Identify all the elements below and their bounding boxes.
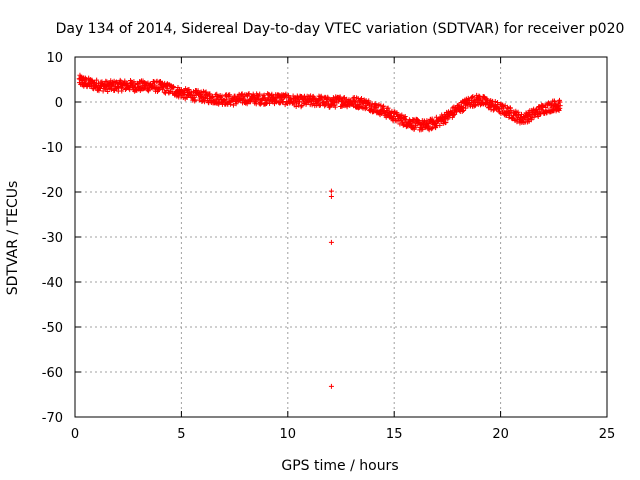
data-point: [403, 119, 409, 125]
data-point: [138, 79, 144, 85]
data-point: [449, 114, 455, 120]
data-point: [450, 112, 456, 118]
data-point: [528, 117, 534, 123]
data-point: [438, 118, 444, 124]
data-point: [227, 92, 233, 98]
data-point: [359, 96, 365, 102]
data-point: [257, 91, 263, 97]
data-point: [469, 94, 475, 100]
data-point: [239, 91, 245, 97]
data-point: [428, 126, 434, 132]
grid: [75, 57, 607, 417]
data-point: [273, 99, 279, 105]
data-point: [443, 120, 449, 126]
data-point: [544, 110, 550, 116]
outlier-point: [328, 188, 334, 194]
data-point: [381, 103, 387, 109]
y-tick-label: -70: [42, 411, 63, 426]
data-point: [223, 96, 229, 102]
data-points: [76, 72, 563, 389]
x-tick-label: 0: [71, 427, 79, 442]
data-point: [459, 108, 465, 114]
y-tick-label: -60: [42, 366, 63, 381]
y-tick-label: -50: [42, 321, 63, 336]
data-point: [115, 84, 121, 90]
data-point: [261, 92, 267, 98]
y-tick-label: -20: [42, 186, 63, 201]
data-point: [322, 102, 328, 108]
data-point: [322, 103, 328, 109]
data-point: [297, 99, 303, 105]
data-point: [192, 97, 198, 103]
x-axis-label: GPS time / hours: [281, 458, 398, 474]
data-point: [337, 94, 343, 100]
data-point: [524, 112, 530, 118]
outlier-point: [328, 383, 334, 389]
data-point: [105, 88, 111, 94]
data-point: [557, 103, 563, 109]
x-tick-label: 15: [386, 427, 403, 442]
data-point: [286, 93, 292, 99]
data-point: [492, 99, 498, 105]
data-point: [246, 91, 252, 97]
y-axis-label: SDTVAR / TECUs: [5, 181, 21, 296]
axis-ticks: 0 5 10 15 20 25 10 0 -10 -20 -30 -40 -50 -60 -70: [42, 51, 616, 442]
data-point: [353, 99, 359, 105]
data-point: [413, 124, 419, 130]
data-point: [100, 88, 106, 94]
data-point: [279, 99, 285, 105]
data-point: [199, 92, 205, 98]
y-tick-label: -40: [42, 276, 63, 291]
data-point: [202, 99, 208, 105]
data-point: [470, 94, 476, 100]
data-point: [385, 105, 391, 111]
y-tick-label: 10: [46, 51, 63, 66]
data-point: [245, 91, 251, 97]
data-point: [460, 107, 466, 113]
data-point: [103, 78, 109, 84]
data-point: [97, 85, 103, 91]
chart-title: Day 134 of 2014, Sidereal Day-to-day VTE…: [56, 21, 625, 37]
x-tick-label: 20: [492, 427, 509, 442]
data-point: [267, 100, 273, 106]
data-point: [422, 118, 428, 124]
outlier-point: [328, 194, 334, 199]
x-tick-label: 5: [177, 427, 185, 442]
data-point: [352, 99, 358, 105]
data-point: [283, 94, 289, 100]
outlier-point: [328, 239, 334, 245]
data-point: [332, 104, 338, 110]
data-point: [214, 91, 220, 97]
y-tick-label: -10: [42, 141, 63, 156]
data-point: [477, 95, 483, 101]
data-point: [269, 91, 275, 97]
data-point: [429, 116, 435, 122]
x-tick-label: 10: [280, 427, 297, 442]
data-point: [219, 93, 225, 99]
data-point: [210, 94, 216, 100]
data-point: [131, 79, 137, 85]
x-tick-label: 25: [599, 427, 616, 442]
data-point: [371, 108, 377, 114]
data-point: [380, 104, 386, 110]
data-point: [230, 102, 236, 108]
y-tick-label: -30: [42, 231, 63, 246]
data-point: [437, 122, 443, 128]
data-point: [164, 81, 170, 87]
y-tick-label: 0: [55, 96, 63, 111]
data-point: [94, 77, 100, 83]
data-point: [145, 80, 151, 86]
data-point: [171, 85, 177, 91]
data-point: [535, 114, 541, 120]
